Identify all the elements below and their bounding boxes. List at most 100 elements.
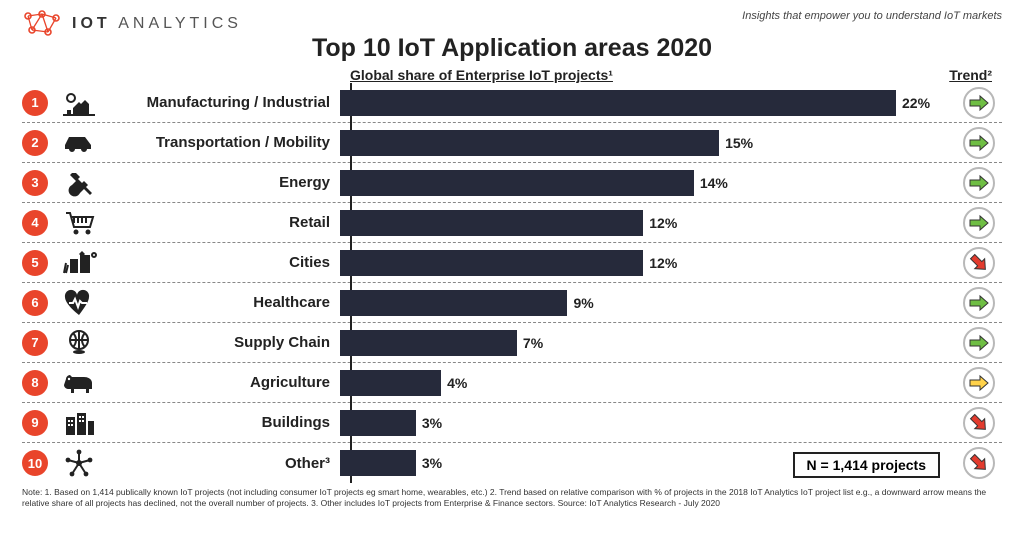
bar-area: 22%	[340, 83, 956, 122]
bar-area: 3%	[340, 403, 956, 442]
bar	[340, 90, 896, 116]
trend-cell	[956, 407, 1002, 439]
chart-row: 4 Retail 12%	[22, 203, 1002, 243]
trend-up-icon	[963, 167, 995, 199]
category-label: Healthcare	[100, 294, 340, 311]
trend-up-icon	[963, 327, 995, 359]
nodes-icon	[58, 448, 100, 478]
subtitle-row: Global share of Enterprise IoT projects¹…	[0, 67, 1024, 83]
trend-up-icon	[963, 87, 995, 119]
trend-cell	[956, 287, 1002, 319]
bar	[340, 290, 567, 316]
bar-area: 15%	[340, 123, 956, 162]
bar-value: 9%	[573, 295, 593, 311]
category-label: Transportation / Mobility	[100, 134, 340, 151]
plug-icon	[58, 169, 100, 197]
bar-value: 12%	[649, 215, 677, 231]
chart-row: 1 Manufacturing / Industrial 22%	[22, 83, 1002, 123]
chart-row: 6 Healthcare 9%	[22, 283, 1002, 323]
chart-row: 5 Cities 12%	[22, 243, 1002, 283]
category-label: Buildings	[100, 414, 340, 431]
chart-row: 8 Agriculture 4%	[22, 363, 1002, 403]
bar	[340, 250, 643, 276]
chart-subtitle: Global share of Enterprise IoT projects¹	[350, 67, 613, 83]
bar	[340, 370, 441, 396]
category-label: Supply Chain	[100, 334, 340, 351]
bar-area: 9%	[340, 283, 956, 322]
category-label: Manufacturing / Industrial	[100, 94, 340, 111]
rank-badge: 2	[22, 130, 48, 156]
footnote: Note: 1. Based on 1,414 publically known…	[0, 483, 1024, 509]
buildings-icon	[58, 409, 100, 437]
trend-up-icon	[963, 127, 995, 159]
trend-header: Trend²	[949, 67, 1002, 83]
bar-area: 12%	[340, 243, 956, 282]
logo-mark-icon	[22, 10, 62, 38]
bar-value: 4%	[447, 375, 467, 391]
bar	[340, 210, 643, 236]
bar-area: 12%	[340, 203, 956, 242]
chart-row: 10 Other³ 3%	[22, 443, 1002, 483]
rank-badge: 5	[22, 250, 48, 276]
bar-area: 14%	[340, 163, 956, 202]
health-icon	[58, 289, 100, 317]
category-label: Other³	[100, 455, 340, 472]
brand-logo: IOT ANALYTICS	[22, 10, 242, 38]
trend-down-icon	[963, 447, 995, 479]
bar-value: 12%	[649, 255, 677, 271]
car-icon	[58, 131, 100, 155]
rank-badge: 1	[22, 90, 48, 116]
category-label: Energy	[100, 174, 340, 191]
cart-icon	[58, 209, 100, 237]
bar	[340, 410, 416, 436]
trend-up-icon	[963, 287, 995, 319]
category-label: Agriculture	[100, 374, 340, 391]
bar-area: 4%	[340, 363, 956, 402]
trend-cell	[956, 207, 1002, 239]
bar	[340, 330, 517, 356]
rank-badge: 6	[22, 290, 48, 316]
globe-icon	[58, 328, 100, 358]
header: IOT ANALYTICS Insights that empower you …	[0, 0, 1024, 38]
trend-cell	[956, 167, 1002, 199]
rank-badge: 10	[22, 450, 48, 476]
trend-cell	[956, 247, 1002, 279]
trend-up-icon	[963, 207, 995, 239]
chart-row: 7 Supply Chain 7%	[22, 323, 1002, 363]
city-icon	[58, 249, 100, 277]
trend-cell	[956, 87, 1002, 119]
cow-icon	[58, 371, 100, 395]
chart-row: 2 Transportation / Mobility 15%	[22, 123, 1002, 163]
chart-row: 3 Energy 14%	[22, 163, 1002, 203]
brand-text: IOT ANALYTICS	[72, 15, 242, 33]
category-label: Retail	[100, 214, 340, 231]
rank-badge: 9	[22, 410, 48, 436]
rank-badge: 4	[22, 210, 48, 236]
bar-value: 22%	[902, 95, 930, 111]
trend-down-icon	[963, 247, 995, 279]
chart-row: 9 Buildings 3%	[22, 403, 1002, 443]
rank-badge: 7	[22, 330, 48, 356]
bar-area: 7%	[340, 323, 956, 362]
trend-flat-icon	[963, 367, 995, 399]
bar-value: 3%	[422, 415, 442, 431]
bar-value: 3%	[422, 455, 442, 471]
category-label: Cities	[100, 254, 340, 271]
bar-area: 3%	[340, 443, 956, 483]
trend-cell	[956, 127, 1002, 159]
bar	[340, 130, 719, 156]
rank-badge: 3	[22, 170, 48, 196]
bar	[340, 450, 416, 476]
bar-value: 15%	[725, 135, 753, 151]
tagline: Insights that empower you to understand …	[742, 10, 1002, 22]
chart-title: Top 10 IoT Application areas 2020	[0, 34, 1024, 63]
trend-cell	[956, 367, 1002, 399]
bar	[340, 170, 694, 196]
bar-value: 7%	[523, 335, 543, 351]
rank-badge: 8	[22, 370, 48, 396]
bar-chart: N = 1,414 projects 1Manufacturing / Indu…	[0, 83, 1024, 483]
trend-cell	[956, 327, 1002, 359]
trend-cell	[956, 447, 1002, 479]
bar-value: 14%	[700, 175, 728, 191]
factory-icon	[58, 88, 100, 118]
